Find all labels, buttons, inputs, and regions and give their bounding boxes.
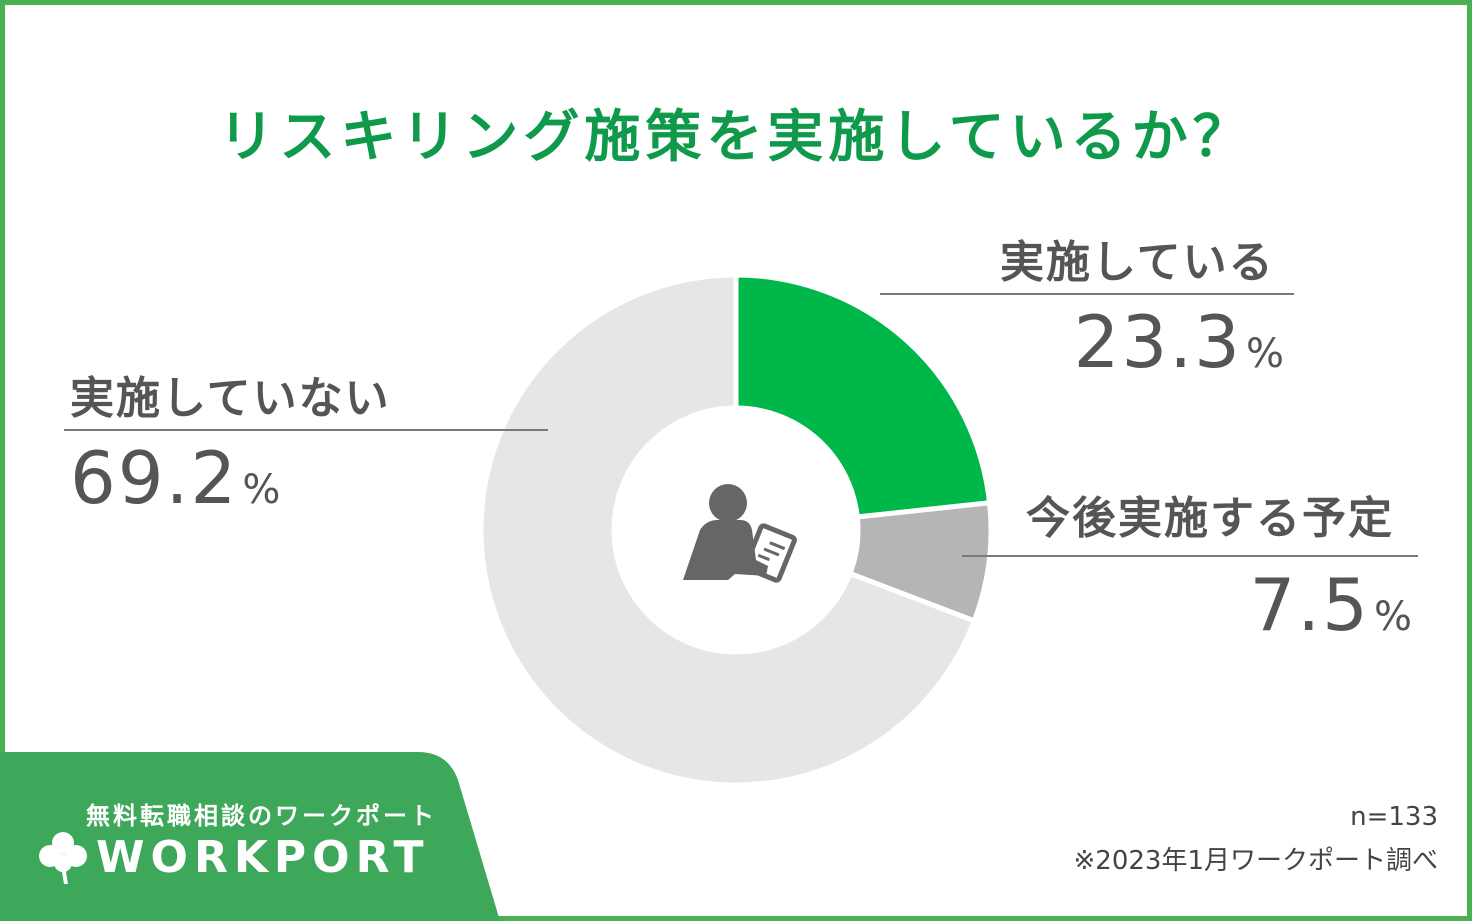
clover-icon	[39, 832, 87, 884]
brand-logo-text: WORKPORT	[96, 832, 430, 883]
leader-line-planned	[962, 555, 1418, 557]
person-writing-clipboard-icon	[683, 484, 797, 583]
chart-title: リスキリング施策を実施しているか？	[218, 105, 1254, 170]
sample-size-note: n=133	[1350, 802, 1438, 832]
slice-value-unit: %	[1245, 331, 1286, 377]
slice-value-unit: %	[242, 467, 283, 513]
slice-value-planned: 7.5%	[1249, 563, 1414, 647]
leader-line-implemented	[880, 293, 1294, 295]
brand-tagline: 無料転職相談のワークポート	[86, 802, 437, 830]
leader-line-not-implemented	[64, 429, 548, 431]
slice-value-number: 23.3	[1073, 300, 1242, 384]
slice-value-unit: %	[1373, 594, 1414, 640]
slice-label-planned: 今後実施する予定	[1026, 493, 1394, 544]
slice-label-implemented: 実施している	[1000, 237, 1275, 288]
source-note: ※2023年1月ワークポート調べ	[1073, 846, 1439, 876]
slice-value-implemented: 23.3%	[1074, 300, 1286, 384]
brand-panel	[0, 752, 500, 921]
slice-value-not-implemented: 69.2%	[70, 436, 282, 520]
slice-value-number: 69.2	[70, 436, 239, 520]
slice-value-number: 7.5	[1249, 563, 1370, 647]
slice-implemented	[733, 272, 993, 520]
slice-not-implemented	[478, 272, 978, 788]
slice-label-not-implemented: 実施していない	[70, 373, 391, 424]
